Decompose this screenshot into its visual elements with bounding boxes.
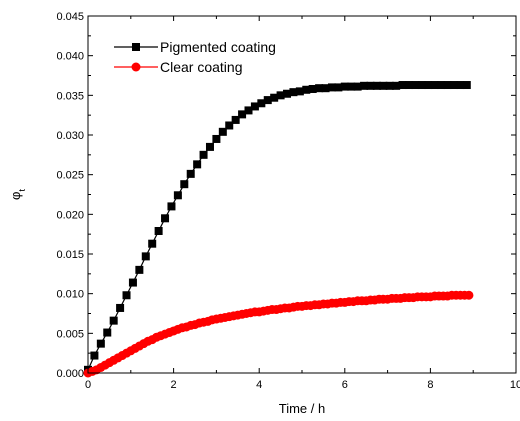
y-tick-label: 0.010 (56, 289, 84, 301)
data-point (289, 88, 298, 97)
y-axis-title-main: φ (8, 192, 23, 200)
legend-item: Pigmented coating (114, 39, 276, 55)
data-point (398, 81, 407, 90)
y-tick-label: 0.000 (56, 368, 84, 380)
svg-text:φt: φt (8, 189, 27, 200)
data-point (276, 91, 285, 100)
data-point (167, 202, 176, 211)
y-tick-label: 0.020 (56, 209, 84, 221)
data-point (340, 82, 349, 91)
data-point (186, 169, 195, 178)
data-point (283, 89, 292, 98)
data-point (122, 291, 131, 300)
data-point (218, 127, 227, 136)
data-point (238, 110, 247, 119)
data-point (366, 81, 375, 90)
y-tick-label: 0.035 (56, 90, 84, 102)
data-point (116, 303, 125, 312)
data-point (128, 278, 137, 287)
data-point (456, 81, 465, 90)
plot-series (83, 81, 474, 378)
data-point (347, 82, 356, 91)
y-tick-label: 0.025 (56, 170, 84, 182)
legend-marker (131, 62, 141, 72)
y-tick-label: 0.030 (56, 130, 84, 142)
data-point (109, 316, 118, 325)
data-point (392, 81, 401, 90)
data-point (148, 239, 157, 248)
data-point (180, 180, 189, 189)
series-2 (83, 290, 474, 378)
data-point (443, 81, 452, 90)
x-tick-label: 0 (85, 379, 91, 391)
data-point (353, 82, 362, 91)
x-axis-ticks: 0 2 4 6 8 10 (85, 16, 520, 391)
data-point (411, 81, 420, 90)
data-point (315, 84, 324, 93)
legend-marker (132, 43, 140, 51)
plot-frame (87, 15, 517, 374)
data-point (464, 290, 474, 300)
data-point (372, 81, 381, 90)
y-tick-label: 0.045 (56, 11, 84, 23)
data-point (212, 134, 221, 143)
data-point (154, 226, 163, 235)
data-point (327, 83, 336, 92)
data-point (263, 96, 272, 105)
data-point (417, 81, 426, 90)
y-tick-label: 0.040 (56, 51, 84, 63)
data-point (321, 84, 330, 93)
data-point (141, 252, 150, 261)
data-point (308, 84, 317, 93)
data-point (250, 102, 259, 111)
data-point (205, 142, 214, 151)
data-point (161, 214, 170, 223)
series-1 (84, 81, 471, 374)
data-point (430, 81, 439, 90)
data-point (103, 328, 112, 337)
y-axis-title: φt (8, 189, 27, 200)
data-point (231, 115, 240, 124)
data-point (449, 81, 458, 90)
data-point (405, 81, 413, 90)
y-axis-ticks: 0.000 0.005 0.010 0.015 0.020 0.025 0.030 0.035… (56, 11, 516, 380)
y-tick-label: 0.005 (56, 328, 84, 340)
data-point (379, 81, 388, 90)
data-point (193, 160, 202, 169)
legend-label: Clear coating (160, 59, 243, 75)
data-point (173, 191, 182, 200)
data-point (244, 106, 253, 115)
data-point (270, 93, 279, 102)
x-tick-label: 2 (171, 379, 177, 391)
data-point (334, 83, 343, 92)
x-tick-label: 6 (342, 379, 348, 391)
legend-item: Clear coating (114, 59, 243, 75)
data-point (135, 265, 144, 274)
x-tick-label: 8 (427, 379, 433, 391)
legend-label: Pigmented coating (160, 39, 276, 55)
data-point (424, 81, 433, 90)
legend: Pigmented coating Clear coating (114, 39, 276, 75)
series-line (87, 84, 467, 371)
data-point (225, 121, 234, 130)
x-tick-label: 10 (510, 379, 520, 391)
data-point (462, 81, 471, 90)
data-point (199, 150, 208, 159)
data-point (295, 87, 304, 96)
y-tick-label: 0.015 (56, 249, 84, 261)
data-point (385, 81, 394, 90)
x-tick-label: 4 (256, 379, 262, 391)
y-axis-title-sub: t (17, 189, 27, 192)
data-point (90, 351, 99, 360)
data-point (302, 85, 311, 94)
data-point (360, 81, 369, 90)
x-axis-title: Time / h (279, 401, 325, 416)
data-point (437, 81, 446, 90)
data-point (96, 339, 105, 348)
data-point (257, 99, 266, 108)
